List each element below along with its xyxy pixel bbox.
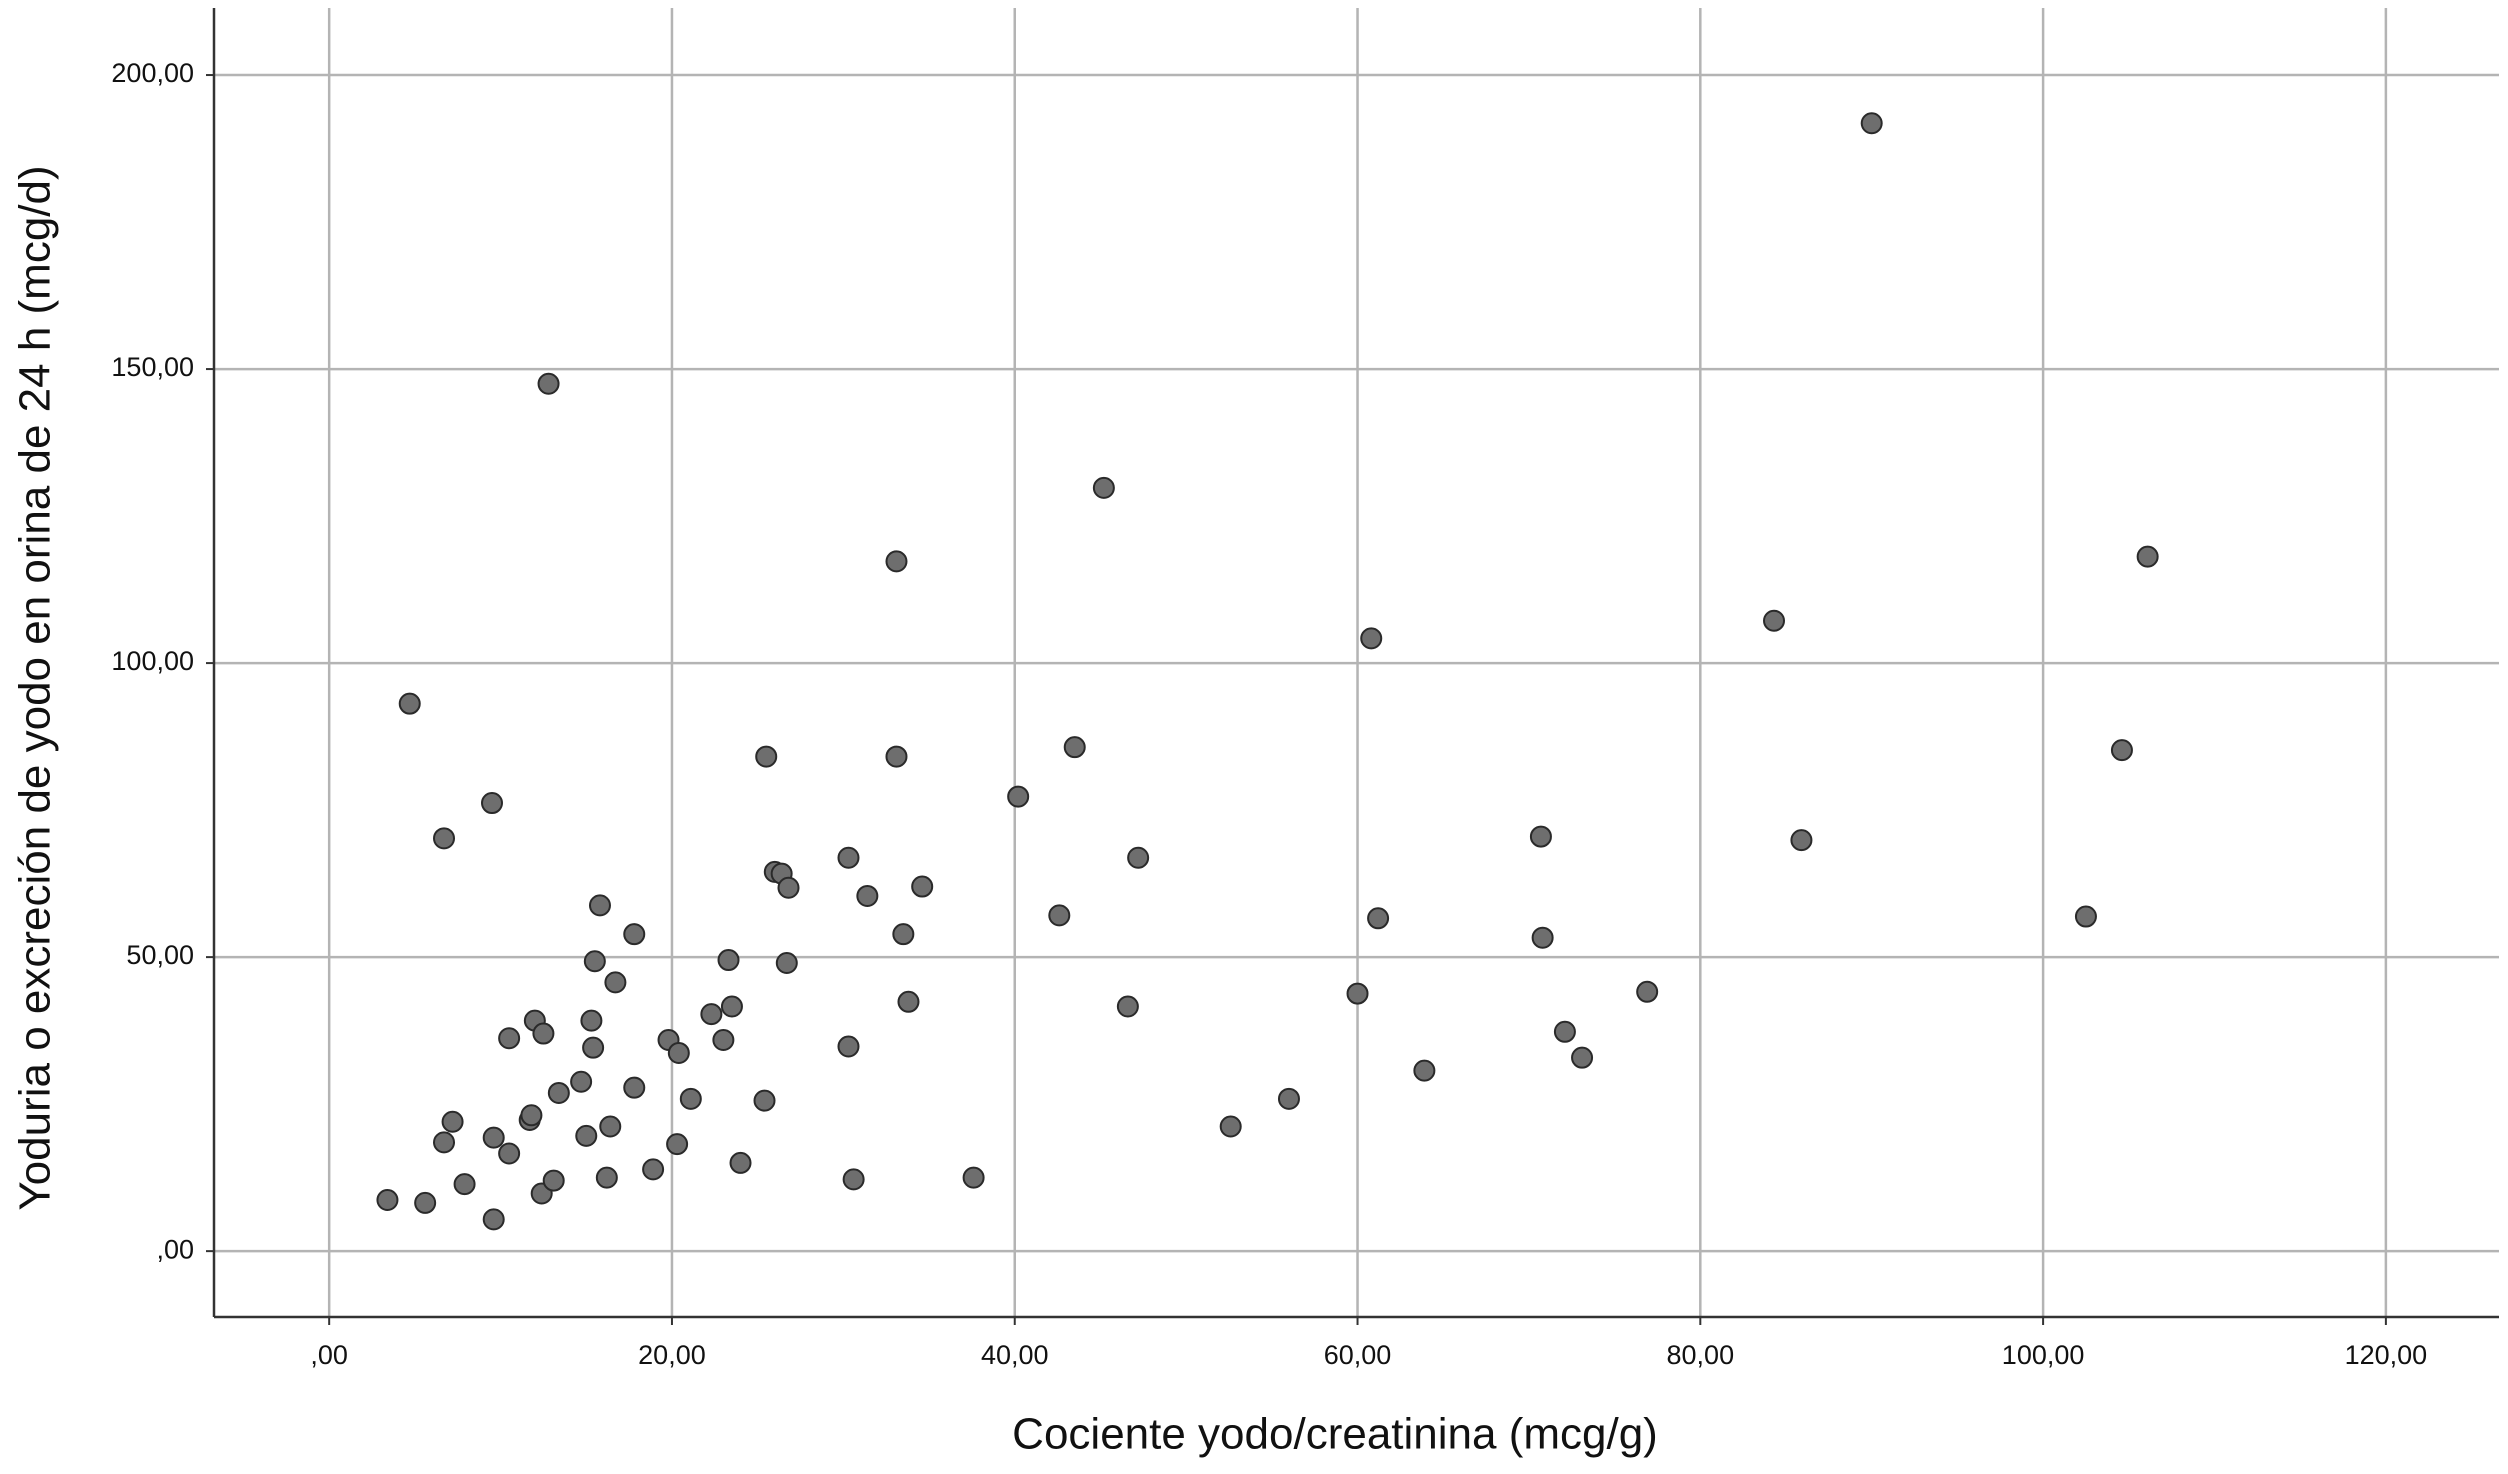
- point: [667, 1041, 690, 1064]
- point: [885, 550, 908, 573]
- y-tick-label: 150,00: [111, 352, 194, 382]
- x-tick-label: 20,00: [638, 1340, 706, 1370]
- y-tick-label: 100,00: [111, 646, 194, 676]
- point: [1763, 609, 1786, 632]
- point: [537, 372, 560, 395]
- point: [842, 1168, 865, 1191]
- y-tick-label: 50,00: [126, 940, 194, 970]
- point: [729, 1151, 752, 1174]
- point: [2074, 905, 2097, 928]
- x-axis-title: Cociente yodo/creatinina (mcg/g): [1012, 1410, 1658, 1459]
- point: [498, 1142, 521, 1165]
- point: [414, 1191, 437, 1214]
- point: [755, 745, 778, 768]
- point: [911, 875, 934, 898]
- x-tick-label: 40,00: [981, 1340, 1049, 1370]
- point: [441, 1110, 464, 1133]
- point: [1790, 829, 1813, 852]
- point: [1219, 1115, 1242, 1138]
- point: [1636, 980, 1659, 1003]
- point: [595, 1166, 618, 1189]
- point: [376, 1188, 399, 1211]
- x-tick-label: 80,00: [1667, 1340, 1735, 1370]
- point: [1007, 785, 1030, 808]
- x-tick-label: ,00: [310, 1340, 348, 1370]
- point: [480, 792, 503, 815]
- point: [575, 1124, 598, 1147]
- point: [1531, 926, 1554, 949]
- y-tick-label: ,00: [156, 1234, 194, 1264]
- x-tick-label: 60,00: [1324, 1340, 1392, 1370]
- point: [583, 950, 606, 973]
- point: [1048, 904, 1071, 927]
- point: [837, 1035, 860, 1058]
- x-tick-label: 120,00: [2345, 1340, 2428, 1370]
- point: [700, 1003, 723, 1026]
- point: [2136, 545, 2159, 568]
- point: [720, 995, 743, 1018]
- point: [775, 951, 798, 974]
- point: [1346, 982, 1369, 1005]
- point: [679, 1087, 702, 1110]
- point: [1571, 1046, 1594, 1069]
- point: [1413, 1059, 1436, 1082]
- point: [2110, 739, 2133, 762]
- point: [717, 949, 740, 972]
- point: [1092, 476, 1115, 499]
- point: [604, 971, 627, 994]
- point: [1360, 627, 1383, 650]
- x-tick-label: 100,00: [2002, 1340, 2085, 1370]
- point: [837, 846, 860, 869]
- point: [892, 923, 915, 946]
- point: [582, 1036, 605, 1059]
- point: [623, 1076, 646, 1099]
- point: [580, 1009, 603, 1032]
- point: [453, 1173, 476, 1196]
- point: [885, 745, 908, 768]
- point: [1116, 995, 1139, 1018]
- point: [398, 692, 421, 715]
- point: [570, 1070, 593, 1093]
- y-tick-label: 200,00: [111, 58, 194, 88]
- point: [1277, 1087, 1300, 1110]
- point: [1063, 736, 1086, 759]
- point: [542, 1169, 565, 1192]
- point: [1127, 846, 1150, 869]
- point: [433, 1131, 456, 1154]
- point: [1529, 825, 1552, 848]
- point: [433, 827, 456, 850]
- point: [642, 1158, 665, 1181]
- point: [547, 1081, 570, 1104]
- point: [962, 1166, 985, 1189]
- point: [712, 1029, 735, 1052]
- point: [856, 884, 879, 907]
- point: [1367, 907, 1390, 930]
- point: [753, 1089, 776, 1112]
- point: [482, 1126, 505, 1149]
- point: [623, 923, 646, 946]
- y-axis-title: Yoduria o excreción de yodo en orina de …: [11, 165, 60, 1210]
- point: [1860, 112, 1883, 135]
- point: [532, 1022, 555, 1045]
- point: [666, 1133, 689, 1156]
- point: [897, 990, 920, 1013]
- point: [599, 1115, 622, 1138]
- point: [588, 894, 611, 917]
- point: [777, 876, 800, 899]
- point: [498, 1027, 521, 1050]
- point: [482, 1208, 505, 1231]
- point: [520, 1104, 543, 1127]
- point: [1553, 1020, 1576, 1043]
